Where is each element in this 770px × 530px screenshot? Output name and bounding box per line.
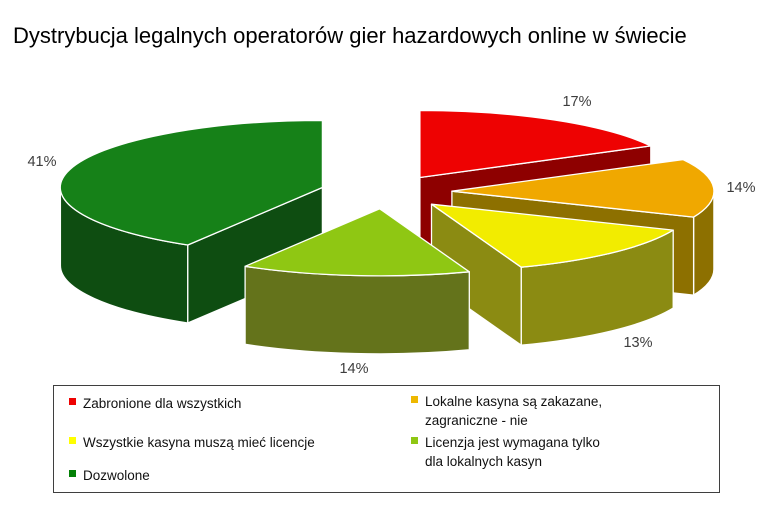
- legend-item: Wszystkie kasyna muszą mieć licencje: [69, 433, 315, 452]
- pie-slice-top: [244, 208, 470, 277]
- legend-label-line: Dozwolone: [83, 468, 150, 483]
- chart-legend: Zabronione dla wszystkich Wszystkie kasyn…: [53, 385, 720, 493]
- slice-percent-label: 14%: [339, 361, 368, 377]
- slice-percent-label: 13%: [623, 335, 652, 351]
- legend-label: Wszystkie kasyna muszą mieć licencje: [83, 433, 315, 452]
- legend-item: Lokalne kasyna są zakazane, zagraniczne -…: [411, 392, 602, 430]
- legend-label-line: Licenzja jest wymagana tylko: [425, 435, 600, 450]
- legend-label-line: dla lokalnych kasyn: [425, 454, 543, 469]
- legend-label: Zabronione dla wszystkich: [83, 394, 241, 413]
- pie-slice-rim: [244, 265, 470, 355]
- pie-slice-top: [451, 158, 715, 218]
- pie-slice-top: [59, 119, 324, 246]
- legend-label-line: Wszystkie kasyna muszą mieć licencje: [83, 435, 315, 450]
- legend-item: Zabronione dla wszystkich: [69, 394, 241, 413]
- pie-slice-top: [430, 203, 674, 268]
- legend-label: Licenzja jest wymagana tylko dla lokalnyc…: [425, 433, 600, 471]
- legend-marker-icon: [411, 437, 418, 444]
- slice-percent-label: 41%: [27, 154, 56, 170]
- legend-item: Dozwolone: [69, 466, 150, 485]
- chart-title: Dystrybucja legalnych operatorów gier ha…: [13, 23, 687, 48]
- slice-percent-label: 14%: [726, 180, 755, 196]
- pie-slice-13pct-2: [430, 203, 674, 346]
- legend-marker-icon: [69, 470, 76, 477]
- pie-slice-41pct-4: [59, 119, 324, 324]
- legend-label: Lokalne kasyna są zakazane, zagraniczne -…: [425, 392, 602, 430]
- legend-marker-icon: [69, 437, 76, 444]
- legend-label-line: zagraniczne - nie: [425, 413, 528, 428]
- legend-marker-icon: [69, 398, 76, 405]
- legend-label: Dozwolone: [83, 466, 150, 485]
- pie-chart-3d: 17% 14% 13% 14% 41%: [27, 94, 755, 377]
- legend-marker-icon: [411, 396, 418, 403]
- pie-slice-top: [419, 109, 652, 179]
- legend-label-line: Zabronione dla wszystkich: [83, 396, 242, 411]
- legend-item: Licenzja jest wymagana tylko dla lokalnyc…: [411, 433, 600, 471]
- slice-percent-label: 17%: [562, 94, 591, 110]
- pie-slice-14pct-3: [244, 208, 470, 355]
- legend-label-line: Lokalne kasyna są zakazane,: [425, 394, 603, 409]
